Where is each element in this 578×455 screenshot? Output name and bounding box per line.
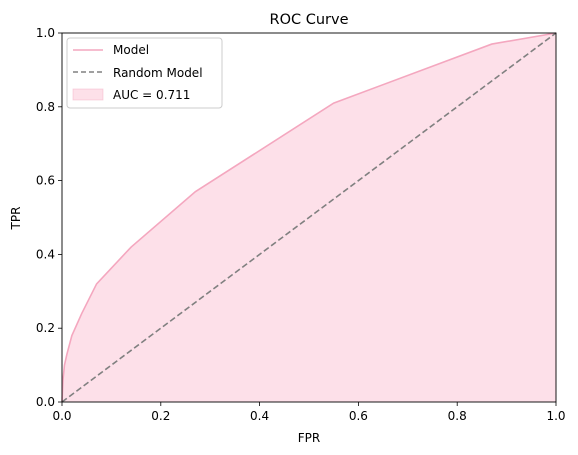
x-axis: 0.0 0.2 0.4 0.6 0.8 1.0 bbox=[52, 402, 566, 423]
axes-frame bbox=[61, 32, 557, 403]
y-axis-label: TPR bbox=[9, 207, 23, 231]
x-axis-label: FPR bbox=[298, 431, 320, 445]
legend-box bbox=[66, 37, 223, 109]
legend-label-auc: AUC = 0.711 bbox=[113, 88, 190, 102]
y-tick-label: 0.0 bbox=[36, 395, 55, 409]
x-tick-label: 1.0 bbox=[546, 409, 565, 423]
plot-area bbox=[61, 32, 557, 403]
legend-label-model: Model bbox=[113, 43, 149, 57]
legend-label-random-model: Random Model bbox=[113, 66, 203, 80]
y-axis: 0.0 0.2 0.4 0.6 0.8 1.0 bbox=[36, 26, 62, 409]
legend-swatch-auc bbox=[72, 88, 104, 101]
x-tick-label: 0.2 bbox=[151, 409, 170, 423]
y-tick-label: 0.6 bbox=[36, 174, 55, 188]
y-tick-label: 0.2 bbox=[36, 321, 55, 335]
x-tick-label: 0.6 bbox=[349, 409, 368, 423]
y-tick-label: 1.0 bbox=[36, 26, 55, 40]
chart-title: ROC Curve bbox=[270, 12, 349, 28]
series-line-model bbox=[61, 32, 557, 403]
x-tick-label: 0.0 bbox=[52, 409, 71, 423]
series-line-random-model bbox=[61, 32, 557, 403]
y-tick-label: 0.4 bbox=[36, 247, 55, 261]
x-tick-label: 0.4 bbox=[250, 409, 269, 423]
x-tick-label: 0.8 bbox=[448, 409, 467, 423]
legend: Model Random Model AUC = 0.711 bbox=[66, 37, 223, 109]
y-tick-label: 0.8 bbox=[36, 100, 55, 114]
